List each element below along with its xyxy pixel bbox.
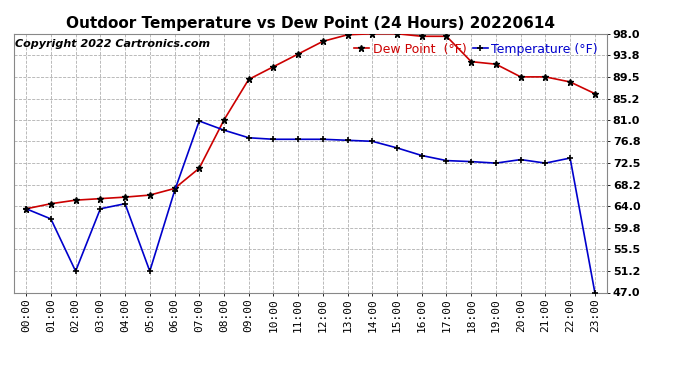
Dew Point  (°F) [170,186,179,191]
Temperature (°F) [492,161,500,165]
Title: Outdoor Temperature vs Dew Point (24 Hours) 20220614: Outdoor Temperature vs Dew Point (24 Hou… [66,16,555,31]
Temperature (°F) [22,207,30,211]
Line: Temperature (°F): Temperature (°F) [23,117,598,296]
Dew Point  (°F) [220,118,228,122]
Temperature (°F) [121,201,129,206]
Text: Copyright 2022 Cartronics.com: Copyright 2022 Cartronics.com [15,39,210,49]
Temperature (°F) [47,217,55,221]
Dew Point  (°F) [566,80,574,84]
Dew Point  (°F) [244,77,253,82]
Temperature (°F) [393,146,401,150]
Dew Point  (°F) [319,39,327,44]
Dew Point  (°F) [417,34,426,39]
Dew Point  (°F) [442,34,451,39]
Dew Point  (°F) [467,59,475,64]
Temperature (°F) [170,189,179,193]
Temperature (°F) [467,159,475,164]
Dew Point  (°F) [393,32,401,36]
Temperature (°F) [220,128,228,132]
Temperature (°F) [195,119,204,123]
Temperature (°F) [591,290,599,295]
Dew Point  (°F) [96,196,104,201]
Dew Point  (°F) [541,75,549,79]
Temperature (°F) [96,207,104,211]
Line: Dew Point  (°F): Dew Point (°F) [23,30,598,212]
Temperature (°F) [146,269,154,273]
Dew Point  (°F) [368,32,377,36]
Temperature (°F) [344,138,352,142]
Dew Point  (°F) [195,166,204,171]
Dew Point  (°F) [591,92,599,96]
Temperature (°F) [368,139,377,144]
Dew Point  (°F) [47,201,55,206]
Legend: Dew Point  (°F), Temperature (°F): Dew Point (°F), Temperature (°F) [354,43,598,56]
Dew Point  (°F) [72,198,80,202]
Dew Point  (°F) [492,62,500,66]
Dew Point  (°F) [344,33,352,37]
Temperature (°F) [294,137,302,141]
Temperature (°F) [566,156,574,160]
Temperature (°F) [541,161,549,165]
Dew Point  (°F) [294,52,302,56]
Temperature (°F) [269,137,277,141]
Dew Point  (°F) [146,193,154,197]
Temperature (°F) [72,269,80,273]
Dew Point  (°F) [22,207,30,211]
Temperature (°F) [517,158,525,162]
Temperature (°F) [319,137,327,141]
Dew Point  (°F) [517,75,525,79]
Dew Point  (°F) [269,64,277,69]
Dew Point  (°F) [121,195,129,200]
Temperature (°F) [442,158,451,163]
Temperature (°F) [417,153,426,158]
Temperature (°F) [244,135,253,140]
